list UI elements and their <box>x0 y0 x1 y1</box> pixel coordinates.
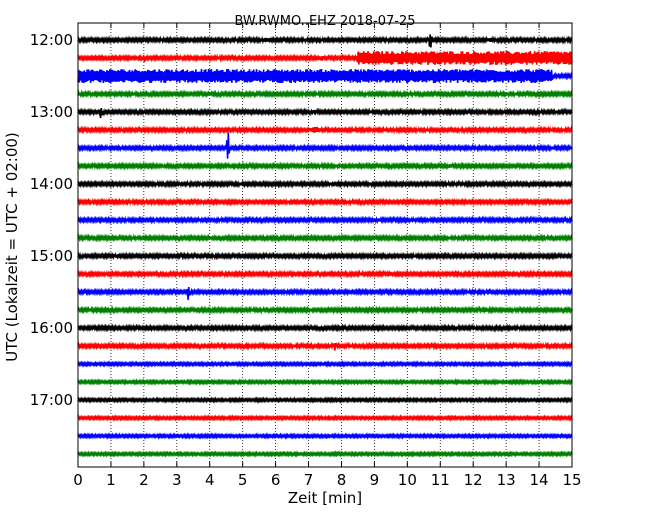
x-tick-label: 15 <box>562 471 581 489</box>
trace-1700 <box>77 396 573 404</box>
trace-1745 <box>77 450 573 458</box>
trace-1315 <box>77 125 573 135</box>
plot-frame <box>77 22 573 468</box>
x-tick-label: 0 <box>73 471 83 489</box>
y-tick-label: 14:00 <box>30 175 73 193</box>
x-tick-label: 2 <box>139 471 149 489</box>
trace-1430 <box>77 215 573 225</box>
y-tick-label: 16:00 <box>30 319 73 337</box>
x-tick-label: 10 <box>398 471 417 489</box>
x-tick-label: 7 <box>304 471 314 489</box>
trace-1530 <box>77 286 573 300</box>
trace-1545 <box>77 305 573 315</box>
trace-1515 <box>77 269 573 279</box>
trace-group <box>77 34 573 458</box>
x-tick-label: 11 <box>431 471 450 489</box>
x-tick-label: 14 <box>530 471 549 489</box>
trace-1715 <box>77 413 573 422</box>
x-tick-label: 13 <box>497 471 516 489</box>
y-axis-title: UTC (Lokalzeit = UTC + 02:00) <box>3 132 21 362</box>
x-tick-label: 5 <box>238 471 248 489</box>
trace-1300 <box>77 107 573 119</box>
x-tick-label: 6 <box>271 471 281 489</box>
x-tick-label: 9 <box>370 471 380 489</box>
trace-1500 <box>77 251 573 261</box>
x-tick-label: 8 <box>337 471 347 489</box>
y-axis: 12:00 13:00 14:00 15:00 16:00 17:00 <box>30 31 572 409</box>
trace-1345 <box>77 161 573 171</box>
x-tick-label: 4 <box>205 471 215 489</box>
trace-1630 <box>77 360 573 368</box>
x-tick-label: 3 <box>172 471 182 489</box>
y-tick-label: 13:00 <box>30 103 73 121</box>
trace-1330 <box>77 132 573 159</box>
trace-1615 <box>77 341 573 351</box>
trace-1730 <box>77 432 573 440</box>
trace-1415 <box>77 197 573 207</box>
x-axis-title: Zeit [min] <box>288 489 362 507</box>
x-tick-label: 12 <box>464 471 483 489</box>
trace-1445 <box>77 233 573 243</box>
x-axis: 0 1 2 3 4 5 6 7 8 9 10 11 12 13 14 15 <box>73 23 582 489</box>
y-tick-label: 12:00 <box>30 31 73 49</box>
trace-1230 <box>77 68 573 84</box>
y-tick-label: 17:00 <box>30 391 73 409</box>
x-tick-label: 1 <box>106 471 116 489</box>
trace-1200 <box>77 34 573 48</box>
trace-1645 <box>77 378 573 386</box>
trace-1215 <box>77 50 573 66</box>
trace-1245 <box>77 89 573 99</box>
vertical-grid <box>110 23 540 467</box>
y-tick-label: 15:00 <box>30 247 73 265</box>
chart-title: BW.RWMO..EHZ 2018-07-25 <box>234 14 415 29</box>
trace-1600 <box>77 323 573 333</box>
trace-1400 <box>77 179 573 189</box>
